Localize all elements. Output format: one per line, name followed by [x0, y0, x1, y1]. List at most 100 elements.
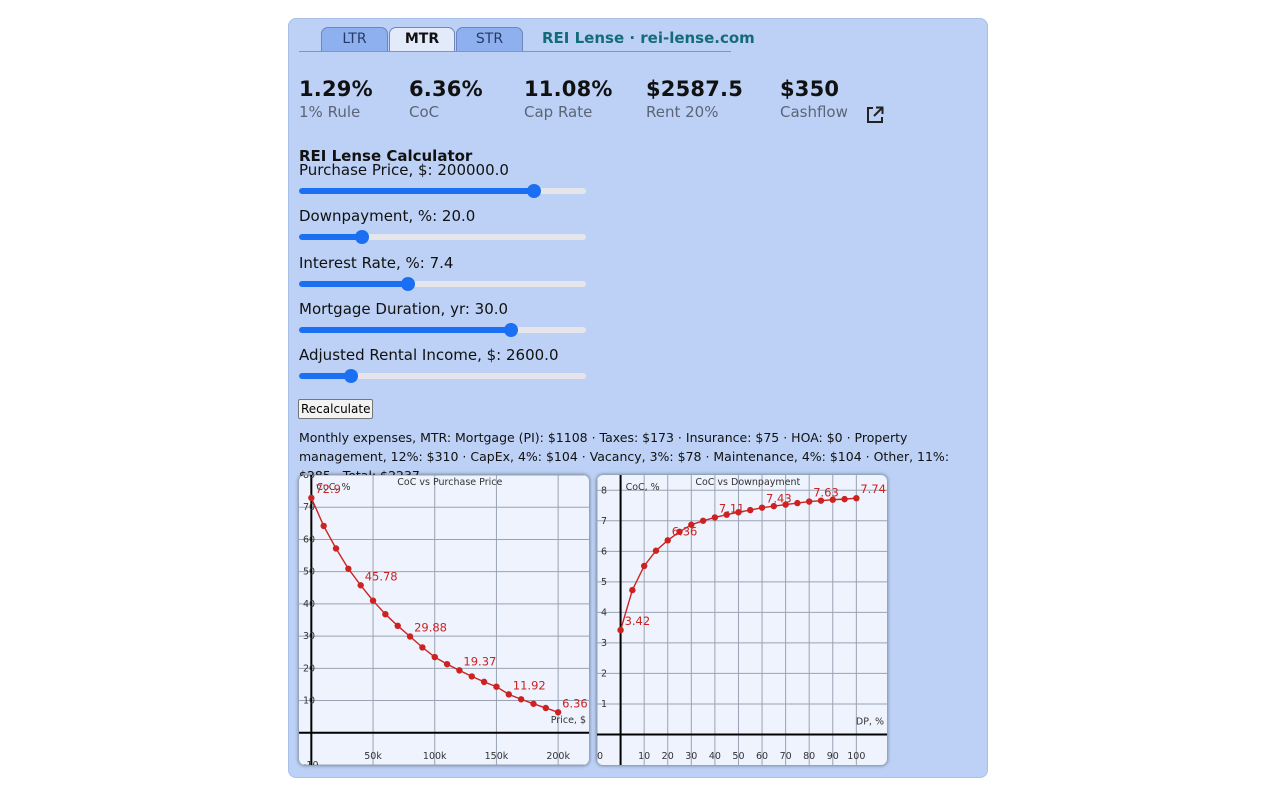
- metric-one-percent-rule: 1.29% 1% Rule: [299, 77, 373, 121]
- y-tick-label: 80: [303, 475, 315, 481]
- data-point: [554, 709, 562, 716]
- y-axis-label: CoC, %: [626, 482, 660, 493]
- chart-coc-vs-downpayment: 8 7 6 5 4 3 2 1 10 10 20 30 40 50 60 70 80 90 100 CoC vs Do…: [597, 475, 887, 765]
- x-axis-label: Price, $: [551, 715, 586, 726]
- y-tick-label: 50: [303, 567, 315, 578]
- y-tick-label: 70: [303, 502, 315, 513]
- data-point: [711, 514, 719, 521]
- data-point: [369, 597, 377, 604]
- data-label: 7.74: [860, 482, 886, 496]
- data-point: [332, 545, 340, 552]
- data-label: 19.37: [463, 654, 496, 668]
- data-point: [829, 496, 836, 503]
- data-label: 6.36: [562, 696, 588, 710]
- slider-fill: [299, 327, 512, 333]
- slider-row: Purchase Price, $: 200000.0: [299, 161, 599, 198]
- y-tick-label: 40: [303, 599, 315, 610]
- data-point: [841, 495, 848, 503]
- slider-track[interactable]: [299, 369, 586, 383]
- tab-str[interactable]: STR: [456, 27, 523, 51]
- y-axis-label: CoC, %: [316, 482, 350, 493]
- tab-mtr[interactable]: MTR: [389, 27, 455, 51]
- y-tick-label: 8: [601, 485, 607, 496]
- data-label: 29.88: [414, 620, 447, 634]
- data-label: 6.36: [672, 524, 698, 538]
- y-tick-label: 4: [601, 607, 607, 618]
- x-tick-label: 10: [638, 751, 650, 762]
- data-point: [617, 626, 624, 634]
- tab-ltr[interactable]: LTR: [321, 27, 388, 51]
- data-point: [652, 547, 660, 554]
- slider-track[interactable]: [299, 277, 586, 291]
- slider-thumb[interactable]: [401, 277, 416, 291]
- metric-value: 6.36%: [409, 77, 483, 101]
- data-point: [443, 660, 451, 668]
- data-point: [629, 586, 636, 594]
- data-point: [676, 528, 683, 535]
- x-tick-label: 60: [756, 751, 768, 762]
- data-point: [480, 678, 488, 686]
- brand-link[interactable]: REI Lense · rei-lense.com: [542, 29, 755, 47]
- data-label: 72.9: [315, 482, 341, 496]
- data-point: [406, 633, 414, 640]
- data-label: 7.63: [813, 486, 839, 500]
- slider-thumb[interactable]: [343, 369, 358, 383]
- metric-label: Cashflow: [780, 103, 848, 121]
- data-point: [664, 537, 671, 544]
- slider-row: Interest Rate, %: 7.4: [299, 254, 599, 291]
- slider-label: Interest Rate, %: 7.4: [299, 254, 454, 272]
- metric-cashflow: $350 Cashflow: [780, 77, 848, 121]
- data-point: [542, 704, 550, 712]
- data-point: [320, 522, 327, 530]
- slider-fill: [299, 188, 535, 194]
- slider-track[interactable]: [299, 230, 586, 244]
- slider-track[interactable]: [299, 184, 586, 198]
- chart-svg: 8 7 6 5 4 3 2 1 10 10 20 30 40 50 60 70 80 90 100 CoC vs Do…: [597, 475, 887, 765]
- data-point: [530, 700, 537, 707]
- slider-thumb[interactable]: [527, 184, 542, 198]
- y-tick-label: 6: [601, 546, 607, 557]
- x-axis-label: DP, %: [856, 716, 884, 727]
- slider-label: Downpayment, %: 20.0: [299, 207, 476, 225]
- y-tick-label: 60: [303, 534, 315, 545]
- slider-track[interactable]: [299, 323, 586, 337]
- metric-label: CoC: [409, 103, 440, 121]
- data-point: [758, 504, 766, 511]
- data-point: [357, 582, 364, 589]
- metric-value: $2587.5: [646, 77, 744, 101]
- data-point: [308, 494, 315, 502]
- x-tick-label: 40: [709, 751, 721, 762]
- slider-label: Purchase Price, $: 200000.0: [299, 161, 509, 179]
- data-point: [517, 696, 525, 703]
- external-link-icon[interactable]: [865, 105, 885, 125]
- data-label: 7.43: [766, 492, 792, 506]
- data-point: [505, 691, 512, 698]
- y-tick-label: 20: [303, 663, 315, 674]
- slider-row: Mortgage Duration, yr: 30.0: [299, 300, 599, 337]
- y-tick-label: 3: [601, 638, 607, 649]
- slider-thumb[interactable]: [504, 323, 519, 337]
- data-point: [456, 667, 463, 674]
- metric-value: 1.29%: [299, 77, 373, 101]
- y-tick-label: 7: [601, 516, 607, 527]
- x-tick-label: 90: [827, 751, 839, 762]
- chart-coc-vs-purchase-price: 80 70 60 50 40 30 20 10 -10 50k 100k 150k 200k CoC vs…: [299, 475, 589, 765]
- x-tick-label: 200k: [546, 751, 570, 762]
- data-point: [782, 501, 789, 508]
- data-label: 3.42: [625, 614, 651, 628]
- slider-row: Adjusted Rental Income, $: 2600.0: [299, 346, 599, 383]
- x-tick-label: 100: [847, 751, 865, 762]
- data-label: 7.11: [719, 501, 745, 515]
- chart-svg: 80 70 60 50 40 30 20 10 -10 50k 100k 150k 200k CoC vs…: [299, 475, 589, 765]
- x-tick-label: 100k: [423, 751, 447, 762]
- data-point: [817, 497, 825, 504]
- rei-lense-panel: LTR MTR STR REI Lense · rei-lense.com 1.…: [288, 18, 988, 778]
- metric-value: 11.08%: [524, 77, 613, 101]
- data-point: [735, 509, 742, 516]
- slider-label: Mortgage Duration, yr: 30.0: [299, 300, 509, 318]
- recalculate-button[interactable]: Recalculate: [298, 399, 374, 419]
- chart-title: CoC vs Purchase Price: [397, 477, 502, 488]
- data-point: [699, 517, 707, 524]
- grid-lines: [299, 475, 589, 765]
- slider-thumb[interactable]: [355, 230, 370, 244]
